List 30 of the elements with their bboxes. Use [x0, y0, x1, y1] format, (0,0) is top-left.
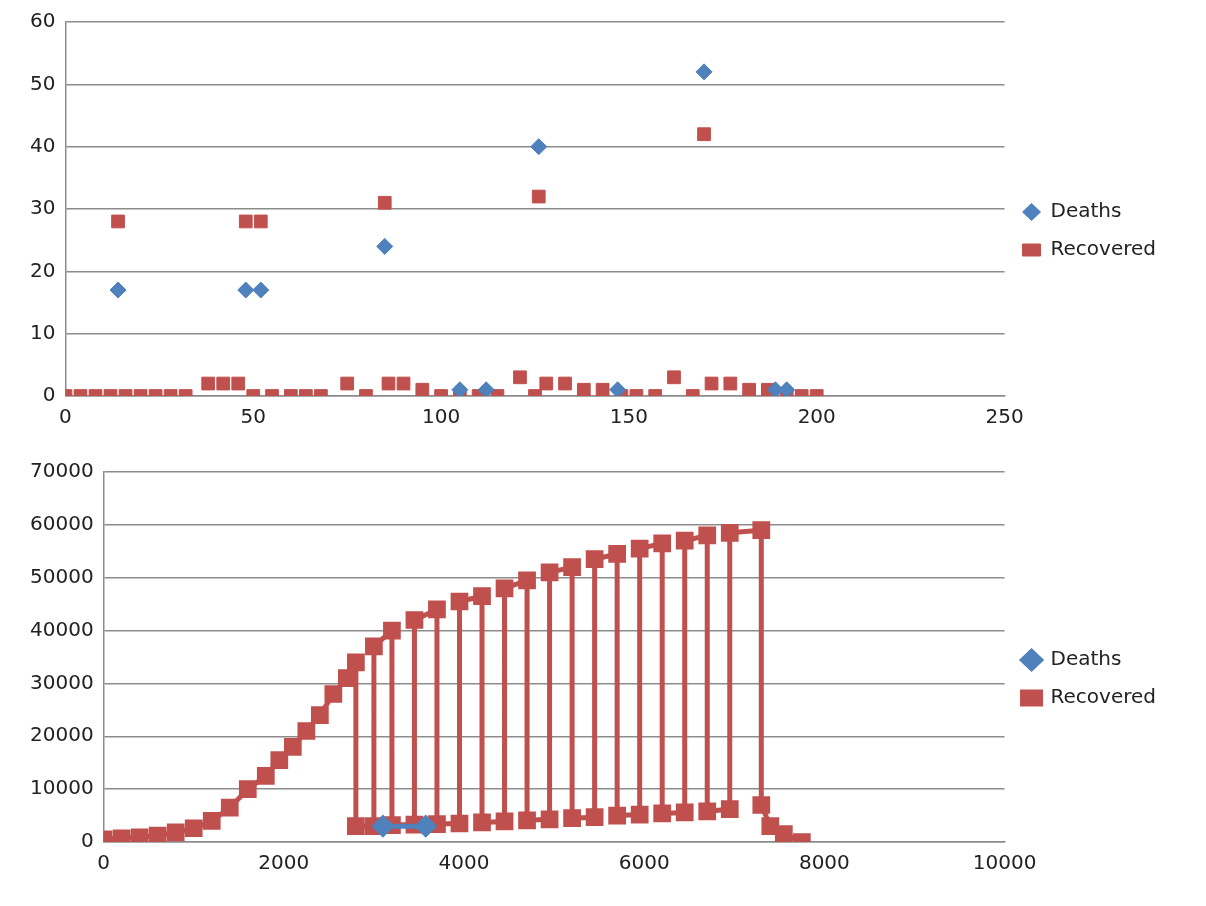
y-tick-label: 30000 [30, 669, 94, 694]
y-tick-label: 20000 [30, 722, 94, 747]
legend-label: Recovered [1050, 684, 1157, 709]
y-tick-label: 60 [30, 8, 56, 33]
y-tick-label: 0 [80, 828, 94, 853]
x-tick-label: 2000 [258, 850, 310, 875]
x-tick-label: 250 [985, 404, 1024, 429]
x-tick-label: 6000 [618, 850, 670, 875]
x-tick-label: 0 [97, 850, 110, 875]
x-tick-label: 150 [609, 404, 648, 429]
y-tick-label: 60000 [30, 511, 94, 536]
legend-label: Recovered [1050, 236, 1157, 261]
y-tick-label: 40000 [30, 616, 94, 641]
y-tick-label: 10000 [30, 775, 94, 800]
y-tick-label: 0 [42, 382, 56, 407]
x-tick-label: 8000 [798, 850, 850, 875]
x-tick-label: 100 [421, 404, 461, 429]
y-tick-label: 30 [30, 195, 56, 220]
x-tick-label: 50 [240, 404, 266, 429]
y-tick-label: 40 [30, 132, 56, 157]
y-tick-label: 70000 [30, 458, 94, 483]
y-tick-label: 10 [30, 319, 56, 344]
legend-label: Deaths [1050, 646, 1122, 671]
x-tick-label: 10000 [972, 850, 1037, 875]
y-tick-label: 50000 [30, 563, 94, 588]
y-tick-label: 50 [30, 70, 56, 95]
x-tick-label: 4000 [438, 850, 490, 875]
y-tick-label: 20 [30, 257, 56, 282]
x-tick-label: 200 [797, 404, 836, 429]
legend-label: Deaths [1050, 198, 1122, 223]
